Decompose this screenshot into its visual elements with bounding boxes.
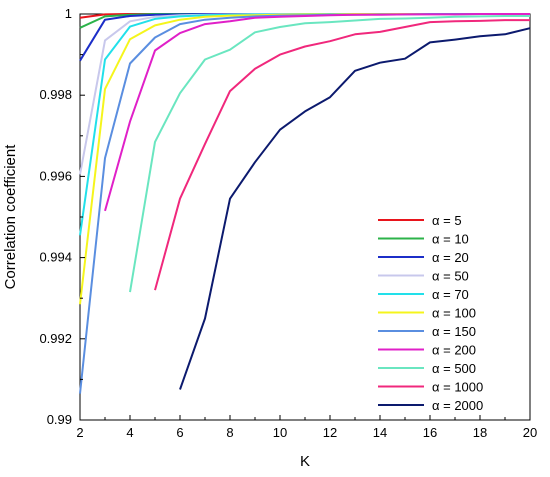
x-axis-ticks: 2 4 6 8 10 12 14 16 18 20 [76,415,537,440]
y-tick-label: 0.994 [39,250,72,265]
plot-frame [79,13,531,421]
y-axis-ticks: 0.99 0.992 0.994 0.996 0.998 1 [39,6,85,427]
y-axis-title: Correlation coefficient [2,144,19,290]
legend-label: α = 150 [432,324,476,339]
legend-label: α = 70 [432,287,469,302]
x-tick-label: 6 [176,425,183,440]
series-layer [79,13,531,394]
legend-label: α = 5 [432,213,462,228]
x-tick-label: 16 [423,425,437,440]
legend-label: α = 50 [432,269,469,284]
y-tick-label: 0.998 [39,87,72,102]
legend-label: α = 20 [432,250,469,265]
x-tick-label: 18 [473,425,487,440]
x-tick-label: 8 [226,425,233,440]
y-tick-label: 0.992 [39,331,72,346]
x-axis-title: K [300,453,310,470]
series-line-8 [129,15,530,293]
x-tick-label: 20 [523,425,537,440]
x-tick-label: 14 [373,425,387,440]
legend-label: α = 500 [432,361,476,376]
x-tick-label: 4 [126,425,133,440]
series-line-9 [154,19,530,291]
series-line-10 [179,27,531,390]
x-tick-label: 12 [323,425,337,440]
legend-label: α = 10 [432,232,469,247]
y-tick-label: 0.99 [47,412,72,427]
series-line-7 [104,13,530,212]
legend-label: α = 100 [432,306,476,321]
legend-label: α = 2000 [432,398,483,413]
y-tick-label: 1 [65,6,72,21]
y-tick-label: 0.996 [39,168,72,183]
legend-label: α = 200 [432,343,476,358]
legend: α = 5 α = 10 α = 20 α = 50 α = 70 α = 100 α = … [378,213,483,413]
x-tick-label: 2 [76,425,83,440]
legend-label: α = 1000 [432,380,483,395]
x-tick-label: 10 [273,425,287,440]
